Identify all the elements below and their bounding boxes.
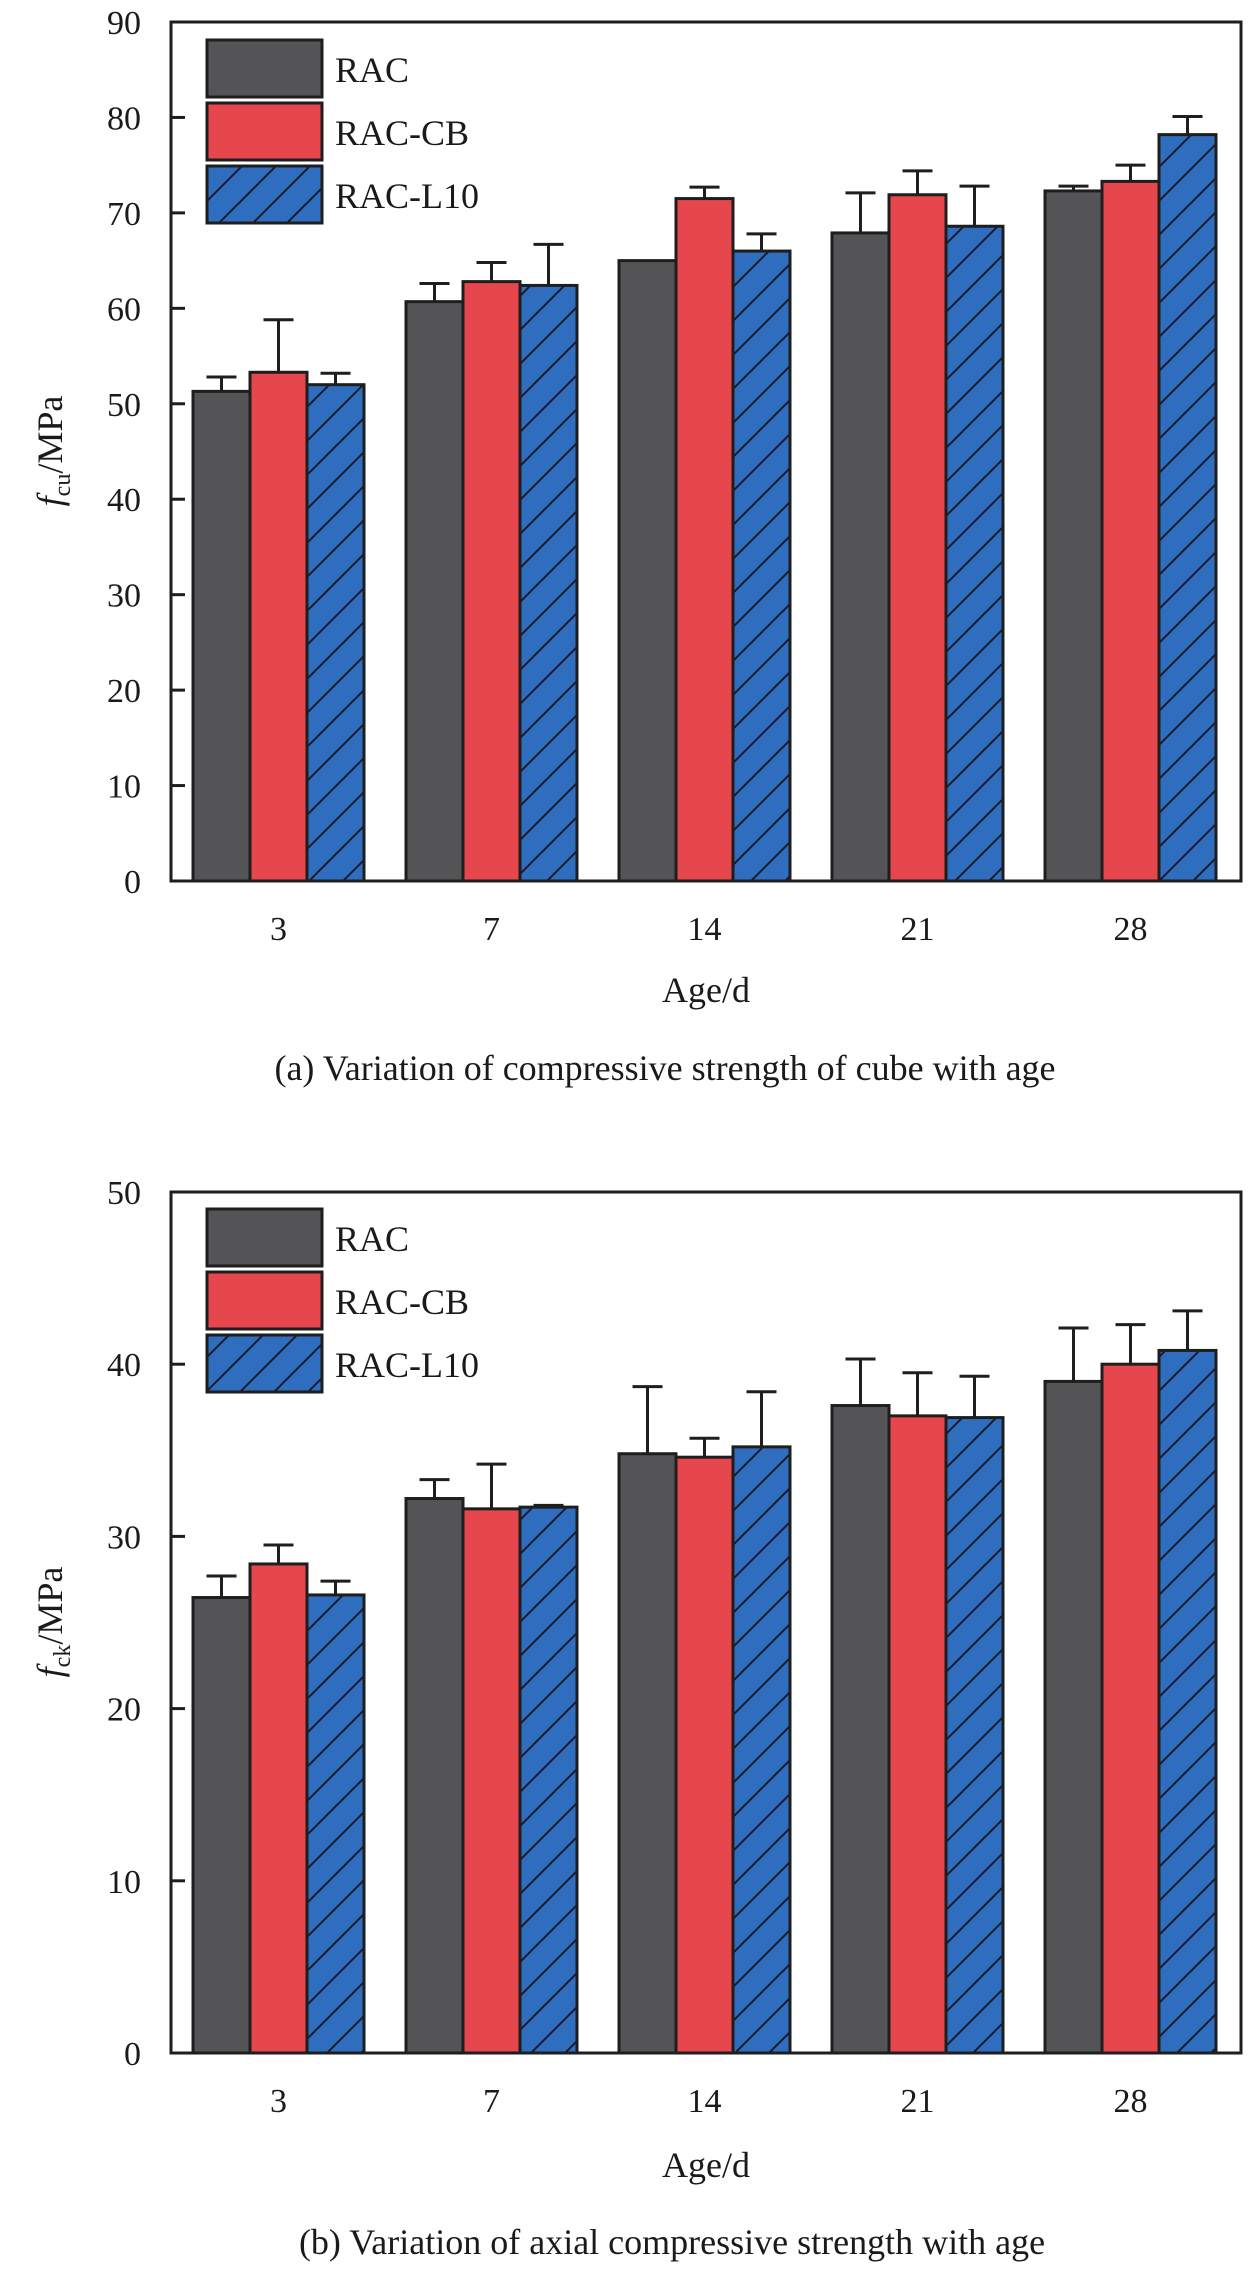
- legend-swatch-rac: [205, 38, 324, 99]
- legend-label-rac-cb: RAC-CB: [335, 1282, 469, 1322]
- x-axis-title-a: Age/d: [662, 970, 750, 1010]
- bar-rac-21: [830, 231, 891, 883]
- bar-rac-cb-28: [1100, 1362, 1161, 2055]
- x-tick-label: 21: [901, 2083, 935, 2120]
- bar-rac-l10-3: [305, 383, 366, 883]
- bar-rac-cb-14: [674, 1455, 735, 2055]
- bar-rac-7: [404, 1497, 465, 2055]
- chart-panel-b: 0 10 20 30 40 50 3 7 14 21 28 RAC RAC-CB RAC-L10 Ag…: [30, 1175, 1243, 2262]
- bars-a: [191, 133, 1218, 883]
- y-tick-label: 80: [107, 100, 141, 137]
- y-axis-title-sub-b: ck: [50, 1645, 76, 1668]
- legend-swatch-rac-l10: [205, 164, 324, 225]
- y-axis-ticks-a: 0 10 20 30 40 50 60 70 80 90: [107, 5, 185, 901]
- y-axis-title-unit-a: /MPa: [30, 396, 70, 474]
- y-axis-title-sub-a: cu: [50, 474, 76, 497]
- y-tick-label: 40: [107, 482, 141, 519]
- bar-rac-cb-3: [248, 370, 309, 883]
- plot-frame-a: [169, 20, 1243, 883]
- legend-swatch-rac-cb: [205, 101, 324, 162]
- bar-rac-l10-28: [1157, 1348, 1218, 2055]
- bars-b: [191, 1348, 1218, 2055]
- bar-rac-28: [1043, 1379, 1104, 2055]
- bar-rac-cb-14: [674, 197, 735, 883]
- plot-frame-b: [169, 1190, 1243, 2055]
- bar-rac-cb-21: [887, 1414, 948, 2055]
- legend-a: RAC RAC-CB RAC-L10: [205, 38, 479, 225]
- x-tick-label: 7: [483, 911, 500, 948]
- x-tick-label: 3: [270, 2083, 287, 2120]
- legend-swatch-rac-l10: [205, 1333, 324, 1394]
- y-tick-label: 90: [107, 5, 141, 42]
- bar-rac-28: [1043, 189, 1104, 883]
- y-tick-label: 30: [107, 1519, 141, 1556]
- x-tick-label: 14: [688, 2083, 722, 2120]
- bar-rac-cb-28: [1100, 179, 1161, 883]
- y-axis-ticks-b: 0 10 20 30 40 50: [107, 1175, 185, 2073]
- x-tick-label: 28: [1114, 911, 1148, 948]
- bar-rac-3: [191, 1596, 252, 2055]
- bar-rac-7: [404, 300, 465, 883]
- legend-label-rac: RAC: [335, 1219, 409, 1259]
- y-tick-label: 20: [107, 1692, 141, 1729]
- y-tick-label: 0: [124, 2036, 141, 2073]
- bar-rac-3: [191, 389, 252, 883]
- bar-rac-l10-3: [305, 1593, 366, 2055]
- y-tick-label: 10: [107, 1864, 141, 1901]
- y-tick-label: 50: [107, 387, 141, 424]
- bar-rac-l10-7: [518, 283, 579, 883]
- y-tick-label: 0: [124, 864, 141, 901]
- y-axis-title-a: fcu/MPa: [30, 396, 76, 507]
- bar-rac-l10-21: [944, 224, 1005, 883]
- bar-rac-cb-7: [461, 280, 522, 883]
- x-tick-label: 21: [901, 911, 935, 948]
- bar-rac-14: [617, 259, 678, 883]
- x-tick-label: 3: [270, 911, 287, 948]
- legend-label-rac-l10: RAC-L10: [335, 1345, 479, 1385]
- bar-rac-cb-3: [248, 1562, 309, 2055]
- x-axis-ticks-b: 3 7 14 21 28: [270, 2083, 1148, 2120]
- error-bars-b: [206, 1309, 1203, 1598]
- x-tick-label: 28: [1114, 2083, 1148, 2120]
- y-tick-label: 60: [107, 291, 141, 328]
- x-axis-title-b: Age/d: [662, 2145, 750, 2185]
- legend-swatch-rac: [205, 1207, 324, 1268]
- y-axis-title-unit-b: /MPa: [30, 1567, 70, 1645]
- y-axis-title-b: fck/MPa: [30, 1567, 76, 1678]
- y-tick-label: 30: [107, 578, 141, 615]
- caption-a: (a) Variation of compressive strength of…: [274, 1048, 1055, 1088]
- legend-b: RAC RAC-CB RAC-L10: [205, 1207, 479, 1394]
- x-tick-label: 14: [688, 911, 722, 948]
- legend-swatch-rac-cb: [205, 1270, 324, 1331]
- caption-b: (b) Variation of axial compressive stren…: [299, 2222, 1045, 2262]
- bar-rac-cb-21: [887, 193, 948, 883]
- bar-rac-l10-14: [731, 249, 792, 883]
- bar-rac-21: [830, 1404, 891, 2055]
- x-axis-ticks-a: 3 7 14 21 28: [270, 911, 1148, 948]
- y-tick-label: 70: [107, 196, 141, 233]
- bar-rac-l10-7: [518, 1505, 579, 2055]
- bar-rac-l10-14: [731, 1445, 792, 2055]
- bar-rac-cb-7: [461, 1507, 522, 2055]
- y-tick-label: 50: [107, 1175, 141, 1212]
- error-bars-a: [206, 114, 1203, 392]
- bar-rac-14: [617, 1452, 678, 2055]
- y-tick-label: 40: [107, 1347, 141, 1384]
- bar-rac-l10-28: [1157, 133, 1218, 883]
- legend-label-rac-l10: RAC-L10: [335, 176, 479, 216]
- y-tick-label: 20: [107, 673, 141, 710]
- x-tick-label: 7: [483, 2083, 500, 2120]
- legend-label-rac: RAC: [335, 50, 409, 90]
- y-tick-label: 10: [107, 769, 141, 806]
- bar-rac-l10-21: [944, 1416, 1005, 2055]
- legend-label-rac-cb: RAC-CB: [335, 113, 469, 153]
